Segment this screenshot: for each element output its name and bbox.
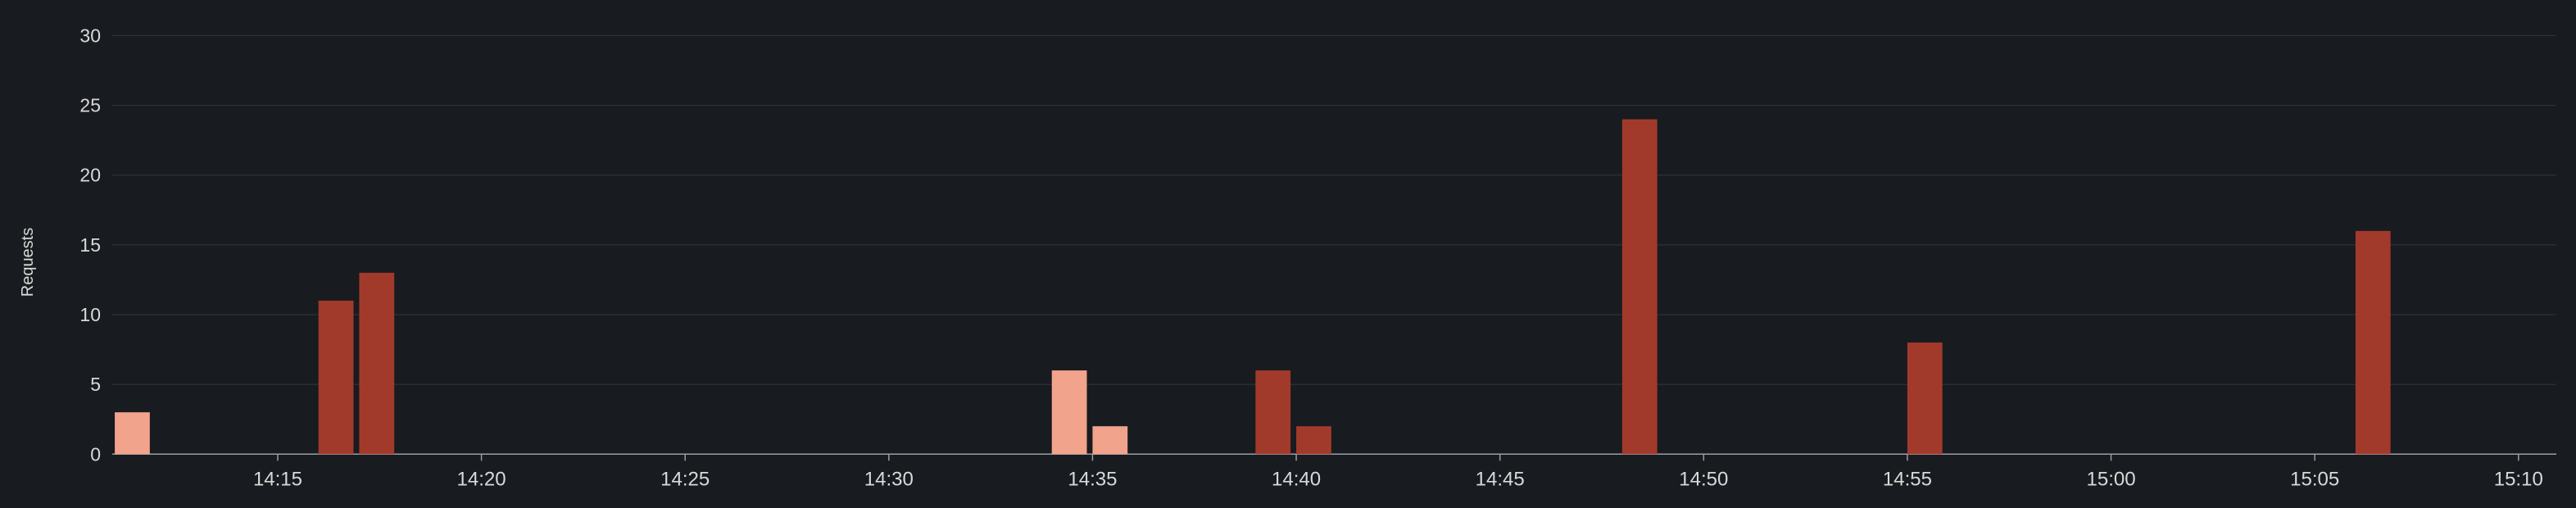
svg-text:14:45: 14:45	[1476, 468, 1525, 490]
svg-text:20: 20	[79, 165, 101, 186]
svg-text:25: 25	[79, 95, 101, 116]
svg-text:14:25: 14:25	[660, 468, 710, 490]
svg-text:15:00: 15:00	[2087, 468, 2136, 490]
svg-text:14:50: 14:50	[1679, 468, 1728, 490]
svg-text:14:35: 14:35	[1068, 468, 1117, 490]
svg-text:10: 10	[79, 304, 101, 325]
svg-text:Requests: Requests	[19, 228, 37, 297]
svg-text:14:55: 14:55	[1883, 468, 1932, 490]
svg-text:15: 15	[79, 234, 101, 256]
svg-text:15:05: 15:05	[2290, 468, 2339, 490]
svg-text:30: 30	[79, 25, 101, 46]
svg-text:14:40: 14:40	[1272, 468, 1321, 490]
svg-text:5: 5	[90, 374, 101, 395]
svg-text:14:15: 14:15	[253, 468, 302, 490]
svg-text:0: 0	[90, 443, 101, 465]
svg-text:14:20: 14:20	[457, 468, 506, 490]
svg-text:15:10: 15:10	[2494, 468, 2543, 490]
svg-text:14:30: 14:30	[864, 468, 914, 490]
